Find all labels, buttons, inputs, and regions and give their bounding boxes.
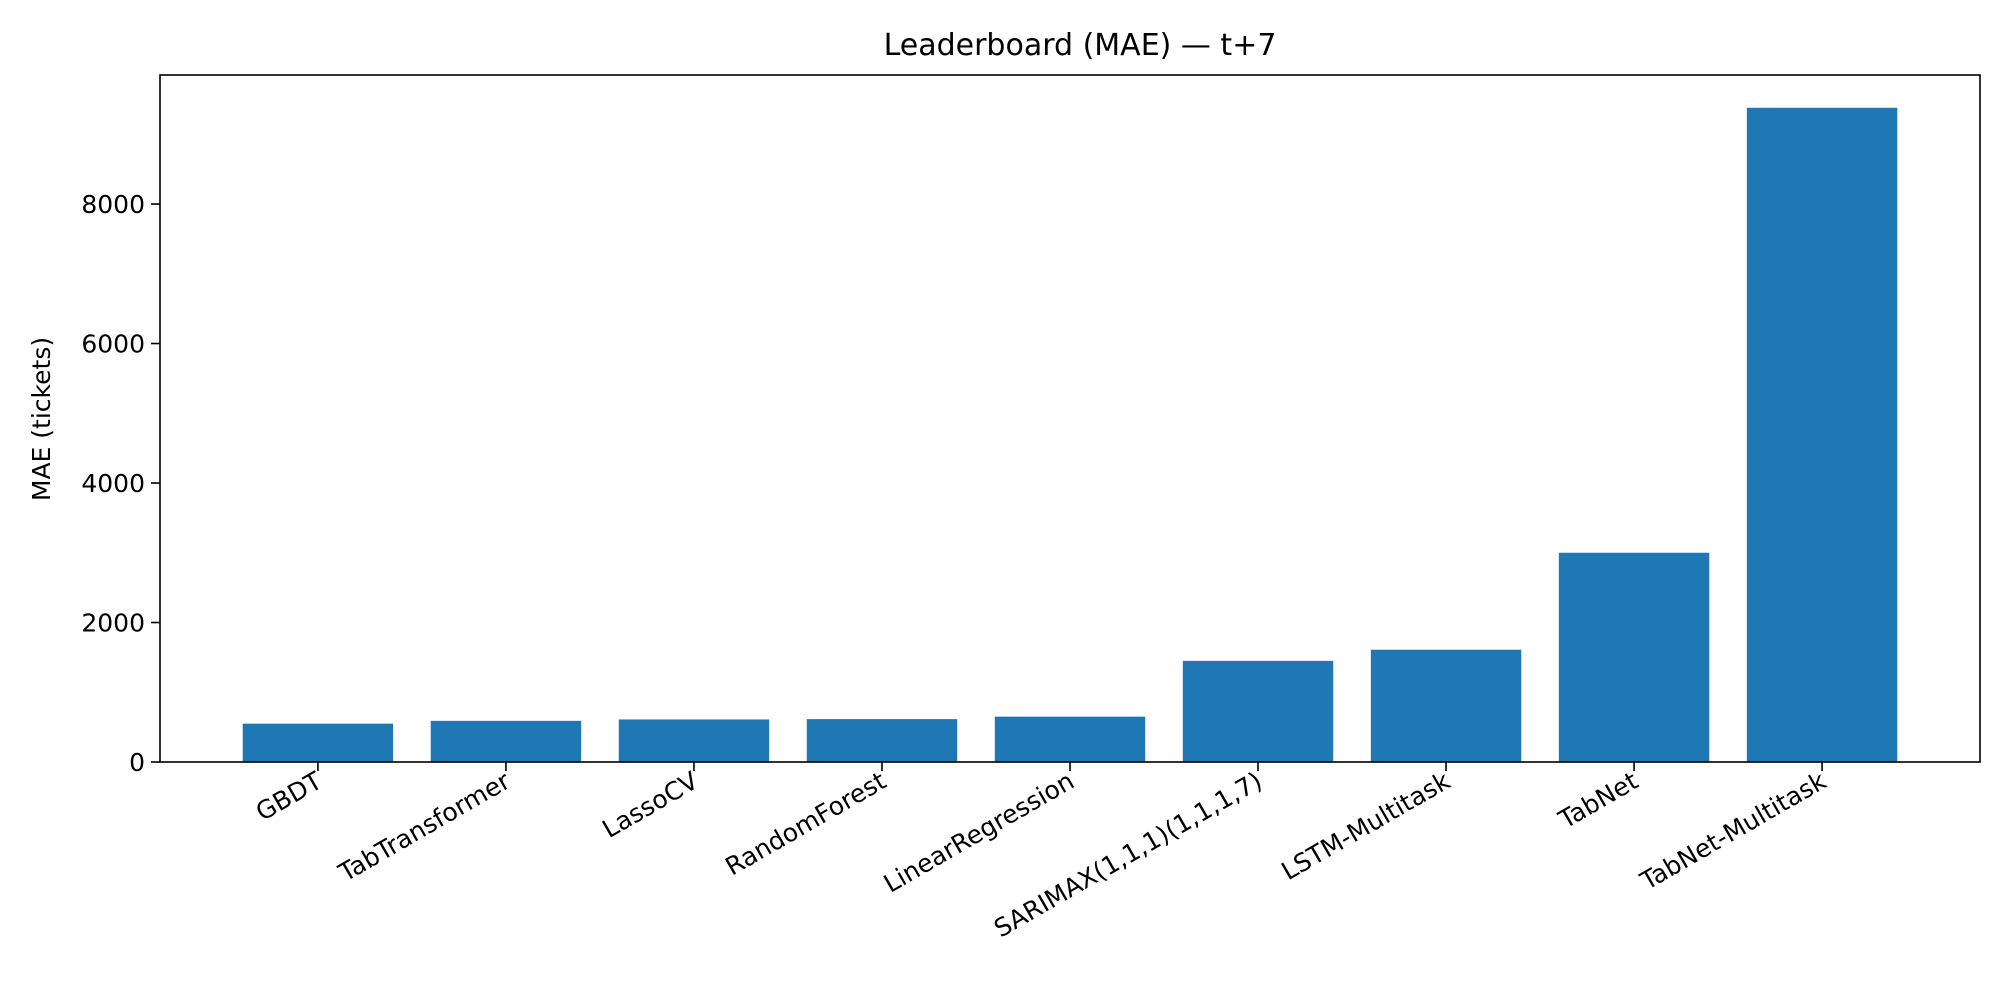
chart-title: Leaderboard (MAE) — t+7 (884, 28, 1277, 63)
bar-linearregression (994, 716, 1146, 762)
x-tick-label: TabTransformer (333, 766, 516, 888)
x-tick-label: TabNet (1553, 766, 1643, 835)
bar-sarimax-1-1-1-1-1-1-7 (1182, 660, 1334, 762)
y-axis: 0 2000 4000 6000 8000 (81, 190, 160, 777)
y-axis-label: MAE (tickets) (27, 337, 56, 501)
bar-lstm-multitask (1370, 649, 1522, 762)
y-tick-label: 8000 (81, 190, 145, 219)
x-tick-label: LSTM-Multitask (1276, 766, 1455, 886)
y-tick-label: 0 (129, 748, 145, 777)
bar-tabnet-multitask (1746, 107, 1898, 762)
bar-randomforest (806, 719, 958, 762)
y-tick-label: 4000 (81, 469, 145, 498)
bars-group (242, 107, 1898, 762)
x-tick-label: LinearRegression (879, 766, 1079, 898)
bar-gbdt (242, 723, 394, 762)
y-tick-label: 6000 (81, 330, 145, 359)
x-tick-label: RandomForest (720, 766, 891, 881)
bar-tabtransformer (430, 720, 582, 762)
bar-tabnet (1558, 552, 1710, 762)
bar-lassocv (618, 719, 770, 762)
y-tick-label: 2000 (81, 609, 145, 638)
x-tick-label: GBDT (251, 766, 328, 827)
x-tick-label: TabNet-Multitask (1635, 766, 1832, 896)
plot-frame (159, 74, 1981, 763)
x-tick-label: LassoCV (597, 766, 703, 844)
x-axis: GBDT TabTransformer LassoCV RandomForestLin… (251, 762, 1832, 943)
